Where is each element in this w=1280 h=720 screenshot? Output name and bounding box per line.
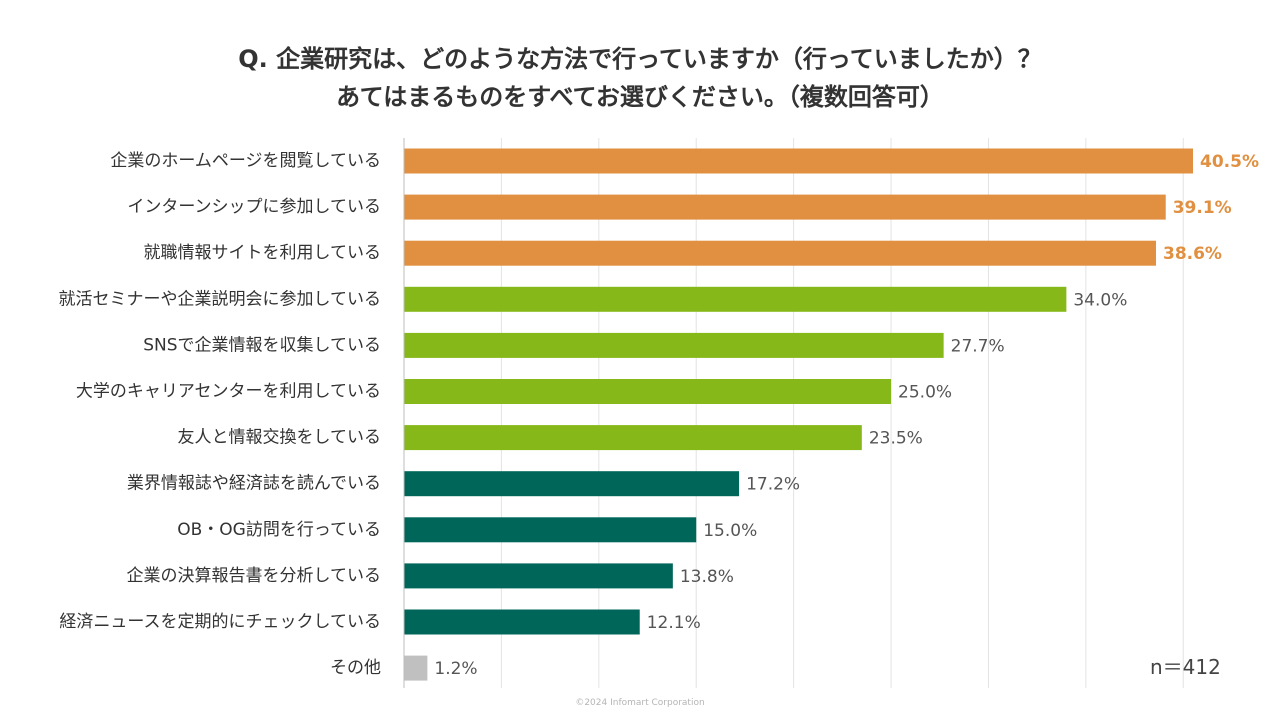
- value-label: 34.0%: [1073, 290, 1127, 310]
- bar: [404, 517, 697, 543]
- category-label: 就活セミナーや企業説明会に参加している: [59, 289, 382, 309]
- value-label: 25.0%: [898, 383, 952, 403]
- value-label: 40.5%: [1200, 152, 1259, 172]
- title-line-2: あてはまるものをすべてお選びください。（複数回答可）: [336, 83, 944, 111]
- category-label: 経済ニュースを定期的にチェックしている: [59, 612, 381, 632]
- value-label: 39.1%: [1173, 198, 1232, 218]
- value-label: 13.8%: [680, 567, 734, 587]
- value-label: 12.1%: [647, 613, 701, 633]
- chart-title: Q. 企業研究は、どのような方法で行っていますか（行っていましたか）？ あてはま…: [0, 40, 1280, 116]
- title-line-1: Q. 企業研究は、どのような方法で行っていますか（行っていましたか）？: [238, 45, 1042, 73]
- bar: [404, 563, 673, 589]
- category-label: インターンシップに参加している: [127, 197, 381, 217]
- bar: [404, 194, 1166, 220]
- value-label: 1.2%: [434, 659, 477, 679]
- bar: [404, 425, 862, 451]
- category-label: 企業の決算報告書を分析している: [127, 566, 382, 586]
- category-label: 企業のホームページを閲覧している: [110, 151, 381, 171]
- copyright-text: ©2024 Infomart Corporation: [575, 698, 705, 708]
- category-label: 大学のキャリアセンターを利用している: [76, 382, 381, 402]
- value-label: 23.5%: [869, 429, 923, 449]
- bar: [404, 148, 1193, 174]
- bar: [404, 286, 1067, 312]
- category-label: その他: [330, 658, 381, 678]
- bar: [404, 471, 740, 497]
- category-label: 業界情報誌や経済誌を読んでいる: [127, 474, 381, 494]
- value-label: 27.7%: [951, 336, 1005, 356]
- bar: [404, 332, 944, 358]
- bar: [404, 240, 1156, 266]
- value-label: 15.0%: [703, 521, 757, 541]
- sample-size-label: n＝412: [1150, 655, 1221, 679]
- bar: [404, 609, 640, 635]
- bar: [404, 379, 892, 404]
- value-label: 38.6%: [1163, 244, 1222, 264]
- category-label: 友人と情報交換をしている: [178, 428, 382, 448]
- value-label: 17.2%: [746, 475, 800, 495]
- category-label: 就職情報サイトを利用している: [144, 243, 382, 263]
- bar: [404, 655, 428, 681]
- category-label: SNSで企業情報を収集している: [143, 335, 381, 355]
- category-label: OB・OG訪問を行っている: [177, 520, 381, 540]
